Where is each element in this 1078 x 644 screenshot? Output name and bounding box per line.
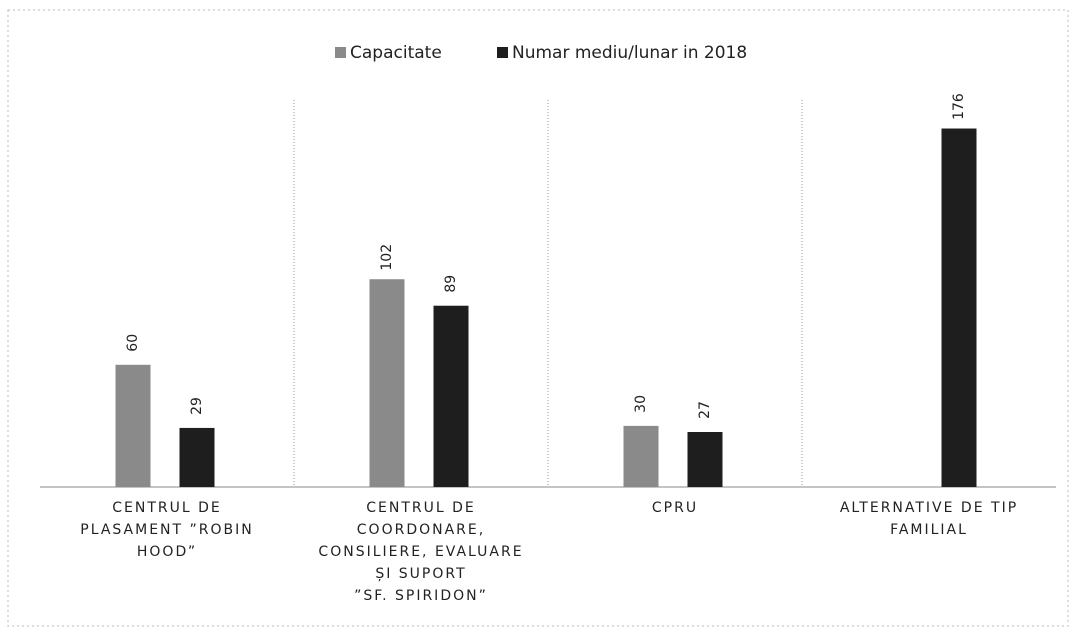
bar	[433, 305, 469, 487]
value-label: 60	[125, 334, 141, 352]
legend-swatch	[497, 47, 508, 58]
bar	[941, 128, 977, 487]
value-label: 89	[443, 275, 459, 293]
frame	[7, 9, 1069, 627]
x-tick-label: CENTRUL DE COORDONARE, CONSILIERE, EVALUAR…	[318, 500, 523, 604]
value-label: 27	[697, 401, 713, 419]
bar	[687, 432, 723, 487]
value-label: 102	[379, 244, 395, 271]
legend-label: Numar mediu/lunar in 2018	[512, 43, 747, 63]
bar	[115, 364, 151, 487]
bar	[623, 425, 659, 487]
x-tick-label: CPRU	[652, 500, 698, 516]
bar	[179, 427, 215, 487]
x-tick-label: ALTERNATIVE DE TIP FAMILIAL	[840, 500, 1018, 538]
bar	[369, 279, 405, 487]
legend-label: Capacitate	[350, 43, 442, 63]
value-label: 29	[189, 397, 205, 415]
value-label: 30	[633, 395, 649, 413]
x-tick-label: CENTRUL DE PLASAMENT ”ROBIN HOOD”	[80, 500, 253, 560]
legend-swatch	[335, 47, 346, 58]
value-label: 176	[951, 93, 967, 120]
